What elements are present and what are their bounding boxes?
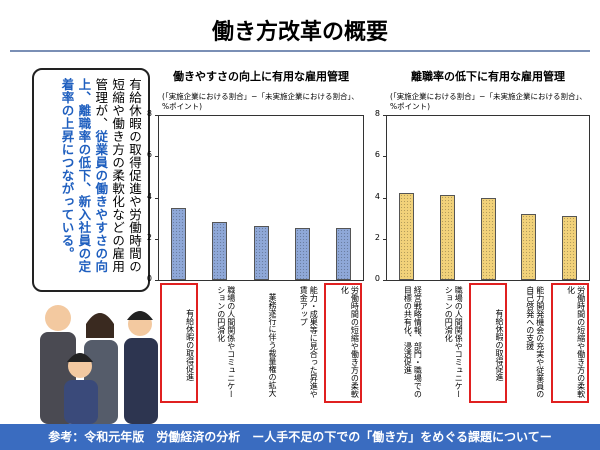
y-tick-label: 0 xyxy=(374,274,380,283)
category-label: 労働時間の短縮や働き方の柔軟化 xyxy=(566,286,586,398)
footer: 参考：令和元年版 労働経済の分析 ー人手不足の下での「働き方」をめぐる課題につい… xyxy=(0,424,600,450)
bar xyxy=(212,222,228,280)
y-tick-label: 6 xyxy=(374,150,380,160)
y-tick-label: 8 xyxy=(146,109,152,118)
y-tick-label: 8 xyxy=(374,109,380,118)
category-label: 能力開発機会の充実や従業員の自己啓発への支援 xyxy=(525,286,545,398)
highlight-box xyxy=(159,283,198,403)
people-illustration xyxy=(40,305,158,424)
bar xyxy=(335,228,351,280)
y-tick-label: 4 xyxy=(146,191,152,201)
tick-mark xyxy=(155,197,158,199)
slide-title: 働き方改革の概要 xyxy=(211,20,388,45)
highlight-box xyxy=(550,283,589,403)
tick-mark xyxy=(383,197,386,199)
tick-mark xyxy=(383,156,386,158)
y-tick-label: 4 xyxy=(374,191,380,201)
chart-subtitle: (「実施企業における割合」−「未実施企業における割合」、%ポイント) xyxy=(162,92,359,111)
plot-area xyxy=(158,115,364,281)
category-label: 有給休暇の取得促進 xyxy=(185,309,195,381)
plot-area xyxy=(386,115,590,281)
y-tick-label: 2 xyxy=(374,232,380,242)
bar xyxy=(439,195,455,280)
bar xyxy=(521,214,537,280)
bar xyxy=(480,197,496,280)
bar xyxy=(253,226,269,280)
tick-mark xyxy=(155,280,158,281)
callout-text: 有給休暇の取得促進や労働時間の短縮や働き方の柔軟化などの雇用管理が、 xyxy=(93,78,142,273)
y-tick-label: 0 xyxy=(146,274,152,283)
bar xyxy=(294,228,310,280)
y-tick-label: 2 xyxy=(146,232,152,242)
bar xyxy=(562,216,578,280)
category-label: 職場の人間関係やコミュニケーションの円滑化 xyxy=(444,286,464,398)
callout-emphasis: 従業員の働きやすさの向上、離職率の低下、新入社員の定着率の上昇につながっている。 xyxy=(59,78,109,273)
callout: 有給休暇の取得促進や労働時間の短縮や働き方の柔軟化などの雇用管理が、従業員の働き… xyxy=(32,68,150,292)
category-label: 労働時間の短縮や働き方の柔軟化 xyxy=(340,286,360,398)
tick-mark xyxy=(383,238,386,240)
bar xyxy=(398,193,414,280)
bar xyxy=(171,207,187,280)
highlight-box xyxy=(469,283,507,403)
category-label: 職場の人間関係やコミュニケーションの円滑化 xyxy=(216,286,236,398)
y-tick-label: 6 xyxy=(146,150,152,160)
tick-mark xyxy=(383,115,386,116)
tick-mark xyxy=(383,280,386,281)
chart-title: 離職率の低下に有用な雇用管理 xyxy=(411,70,565,83)
category-label: 能力・成果等に見合った昇進や賃金アップ xyxy=(299,286,319,398)
category-label: 有給休暇の取得促進 xyxy=(495,309,504,381)
tick-mark xyxy=(155,115,158,116)
category-label: 経営戦略情報、部門・職場での目標の共有化、浸透促進 xyxy=(403,286,423,398)
category-label: 業務遂行に伴う裁量権の拡大 xyxy=(268,293,277,397)
chart-title: 働きやすさの向上に有用な雇用管理 xyxy=(173,70,349,83)
tick-mark xyxy=(155,156,158,158)
title-rule xyxy=(10,50,590,52)
highlight-box xyxy=(324,283,363,403)
tick-mark xyxy=(155,238,158,240)
chart-subtitle: (「実施企業における割合」−「未実施企業における割合」、%ポイント) xyxy=(390,92,587,111)
